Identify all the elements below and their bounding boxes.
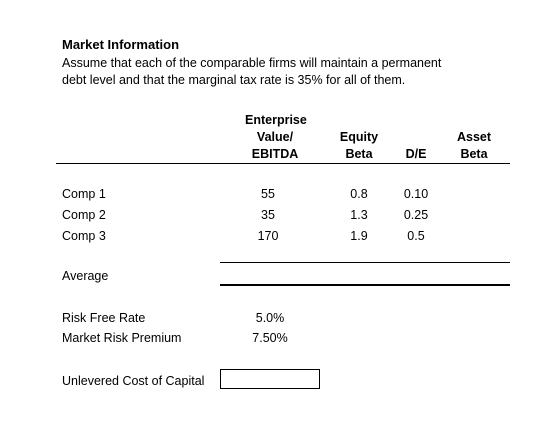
cell-de-comp-2: 0.25 <box>403 208 429 222</box>
header-rule <box>56 163 510 164</box>
header-ev-line-1: Enterprise <box>245 113 307 127</box>
unlevered-cost-answer-box[interactable] <box>220 369 320 389</box>
cell-ev-comp-1: 55 <box>261 187 275 201</box>
header-equity-line-1: Equity <box>339 130 379 144</box>
header-ev-line-3: EBITDA <box>251 147 299 161</box>
cell-ev-comp-3: 170 <box>257 229 279 243</box>
header-equity-line-2: Beta <box>345 147 373 161</box>
mrp-value: 7.50% <box>252 331 288 345</box>
average-bottom-rule <box>220 284 510 286</box>
cell-equity-beta-comp-2: 1.3 <box>350 208 368 222</box>
cell-ev-comp-2: 35 <box>261 208 275 222</box>
description-line-1: Assume that each of the comparable firms… <box>62 56 442 70</box>
cell-equity-beta-comp-3: 1.9 <box>350 229 368 243</box>
mrp-label: Market Risk Premium <box>62 331 182 345</box>
header-ev-ebitda: Enterprise Value/ EBITDA <box>245 112 307 163</box>
average-label: Average <box>62 269 109 283</box>
risk-free-value: 5.0% <box>255 311 285 325</box>
row-label-comp-2: Comp 2 <box>62 208 106 222</box>
section-title: Market Information <box>62 37 180 52</box>
description-line-2: debt level and that the marginal tax rat… <box>62 73 406 87</box>
cell-de-comp-1: 0.10 <box>403 187 429 201</box>
header-de-line-1: D/E <box>405 147 427 161</box>
header-asset-line-2: Beta <box>460 147 488 161</box>
cell-de-comp-3: 0.5 <box>407 229 425 243</box>
row-label-comp-3: Comp 3 <box>62 229 106 243</box>
cell-equity-beta-comp-1: 0.8 <box>350 187 368 201</box>
header-de: D/E <box>386 146 446 163</box>
header-asset-line-1: Asset <box>456 130 492 144</box>
header-asset-beta: Asset Beta <box>444 129 504 163</box>
average-top-rule <box>220 262 510 263</box>
header-ev-line-2: Value/ <box>256 130 294 144</box>
risk-free-label: Risk Free Rate <box>62 311 146 325</box>
section-description: Assume that each of the comparable firms… <box>62 55 441 89</box>
row-label-comp-1: Comp 1 <box>62 187 106 201</box>
unlevered-cost-label: Unlevered Cost of Capital <box>62 374 205 388</box>
header-equity-beta: Equity Beta <box>329 129 389 163</box>
